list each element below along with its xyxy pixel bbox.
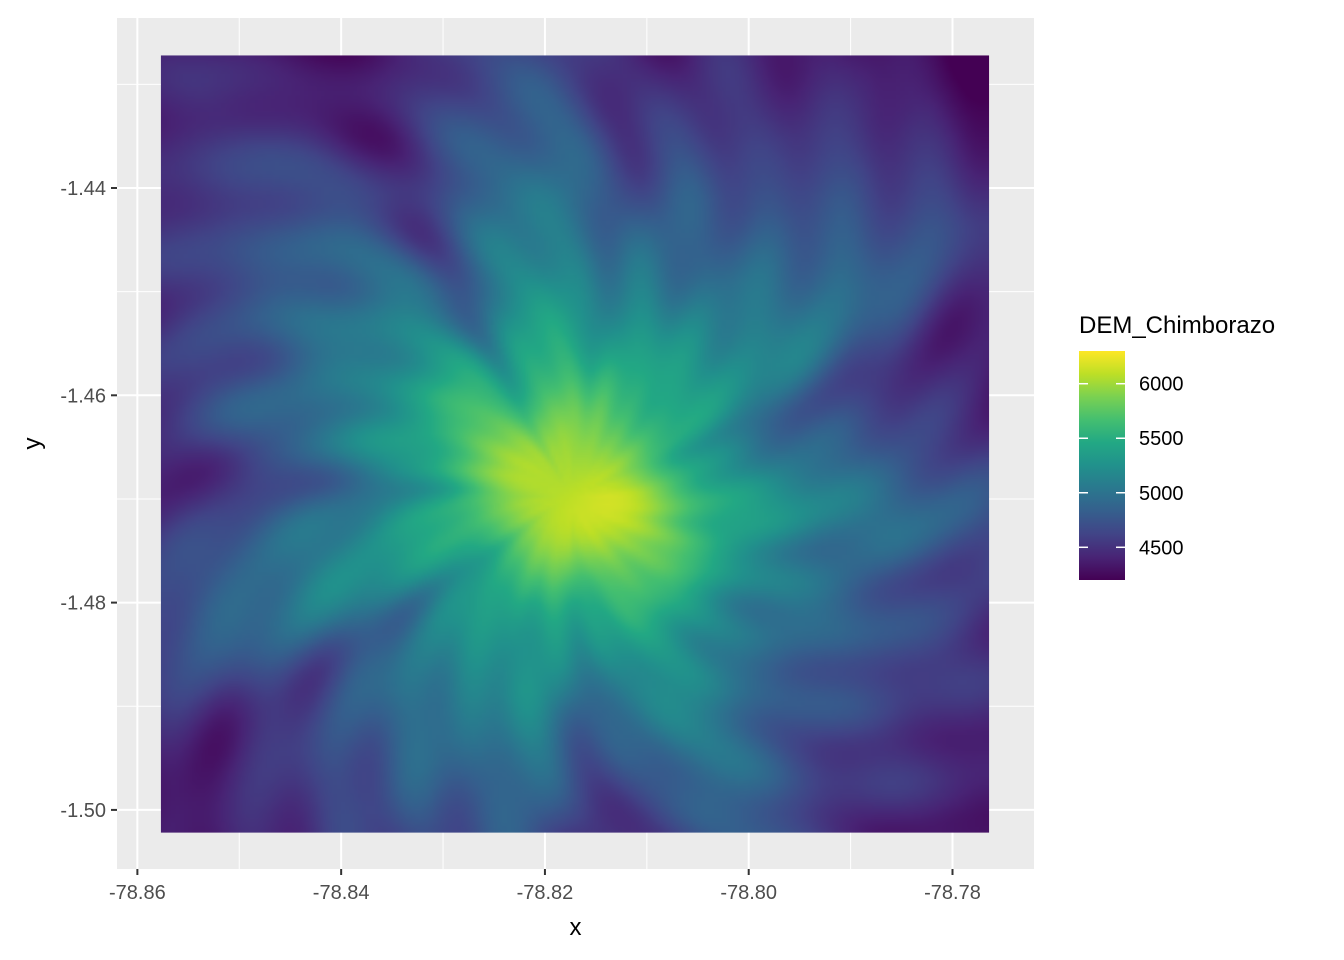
y-axis-title: y <box>19 438 46 450</box>
legend-label: 5000 <box>1139 483 1184 505</box>
legend-label: 6000 <box>1139 374 1184 396</box>
y-tick-label: -1.44 <box>60 178 106 200</box>
y-tick-label: -1.48 <box>60 593 106 615</box>
x-tick-label: -78.84 <box>313 882 370 904</box>
y-axis: -1.44 -1.46 -1.48 -1.50 <box>60 178 117 822</box>
legend: DEM_Chimborazo 6000 5500 5000 4500 <box>1079 312 1275 580</box>
elevation-raster <box>160 55 990 833</box>
legend-colorbar <box>1079 351 1125 580</box>
x-tick-label: -78.82 <box>517 882 574 904</box>
legend-ticks: 6000 5500 5000 4500 <box>1079 374 1184 559</box>
x-tick-label: -78.78 <box>924 882 981 904</box>
x-axis-title: x <box>570 914 582 941</box>
y-tick-label: -1.46 <box>60 385 106 407</box>
legend-title: DEM_Chimborazo <box>1079 312 1275 339</box>
x-axis: -78.86 -78.84 -78.82 -78.80 -78.78 <box>109 869 981 904</box>
elevation-image <box>160 55 990 833</box>
y-tick-label: -1.50 <box>60 800 106 822</box>
x-tick-label: -78.80 <box>720 882 777 904</box>
legend-label: 4500 <box>1139 537 1184 559</box>
legend-label: 5500 <box>1139 428 1184 450</box>
x-tick-label: -78.86 <box>109 882 166 904</box>
